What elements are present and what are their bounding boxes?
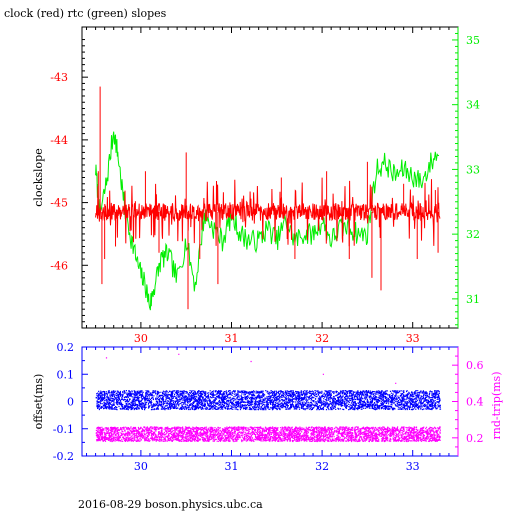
y-axis-label: offset(ms) (32, 374, 45, 430)
y-tick-label: 0.2 (57, 341, 75, 354)
x-tick-label: 30 (134, 460, 148, 473)
y-tick-label: -45 (50, 197, 68, 210)
rtc-series-line (95, 131, 440, 311)
y2-axis-label: rnd-trip(ms) (490, 372, 503, 440)
y-tick-label: -0.1 (53, 423, 74, 436)
offset-scatter (95, 390, 442, 411)
y2-tick-label: 33 (466, 163, 480, 176)
y2-tick-label: 34 (466, 99, 480, 112)
x-tick-label: 31 (224, 332, 238, 345)
offset-panel: 30 31 32 33 0.2 0.1 0 -0.1 -0.2 0.2 0.4 0.6 offset(m… (32, 341, 503, 473)
top-plot-frame (81, 26, 459, 329)
x-tick-label: 33 (406, 460, 420, 473)
clock-series-line (95, 177, 441, 247)
y2-tick-label: 0.2 (466, 432, 484, 445)
chart-title: clock (red) rtc (green) slopes (4, 7, 167, 20)
y2-tick-label: 32 (466, 228, 480, 241)
y-tick-label: 0 (67, 396, 74, 409)
x-tick-label: 32 (315, 460, 329, 473)
footer-label: 2016-08-29 boson.physics.ubc.ca (78, 498, 263, 511)
clockslope-panel: 30 31 32 33 -43 -44 -45 -46 31 32 33 34 35 clockslope (32, 26, 480, 345)
x-tick-label: 30 (134, 332, 148, 345)
y-axis-label: clockslope (32, 148, 45, 206)
y-tick-label: -44 (50, 134, 68, 147)
y-tick-label: -43 (50, 71, 68, 84)
rndtrip-scatter (95, 353, 441, 443)
y-tick-label: 0.1 (57, 368, 75, 381)
y2-tick-label: 31 (466, 293, 480, 306)
y2-tick-label: 35 (466, 34, 480, 47)
x-tick-label: 31 (224, 460, 238, 473)
x-tick-label: 32 (315, 332, 329, 345)
y-tick-label: -0.2 (53, 450, 74, 463)
y-tick-label: -46 (50, 259, 68, 272)
y2-tick-label: 0.4 (466, 396, 484, 409)
x-tick-label: 33 (406, 332, 420, 345)
y2-tick-label: 0.6 (466, 359, 484, 372)
